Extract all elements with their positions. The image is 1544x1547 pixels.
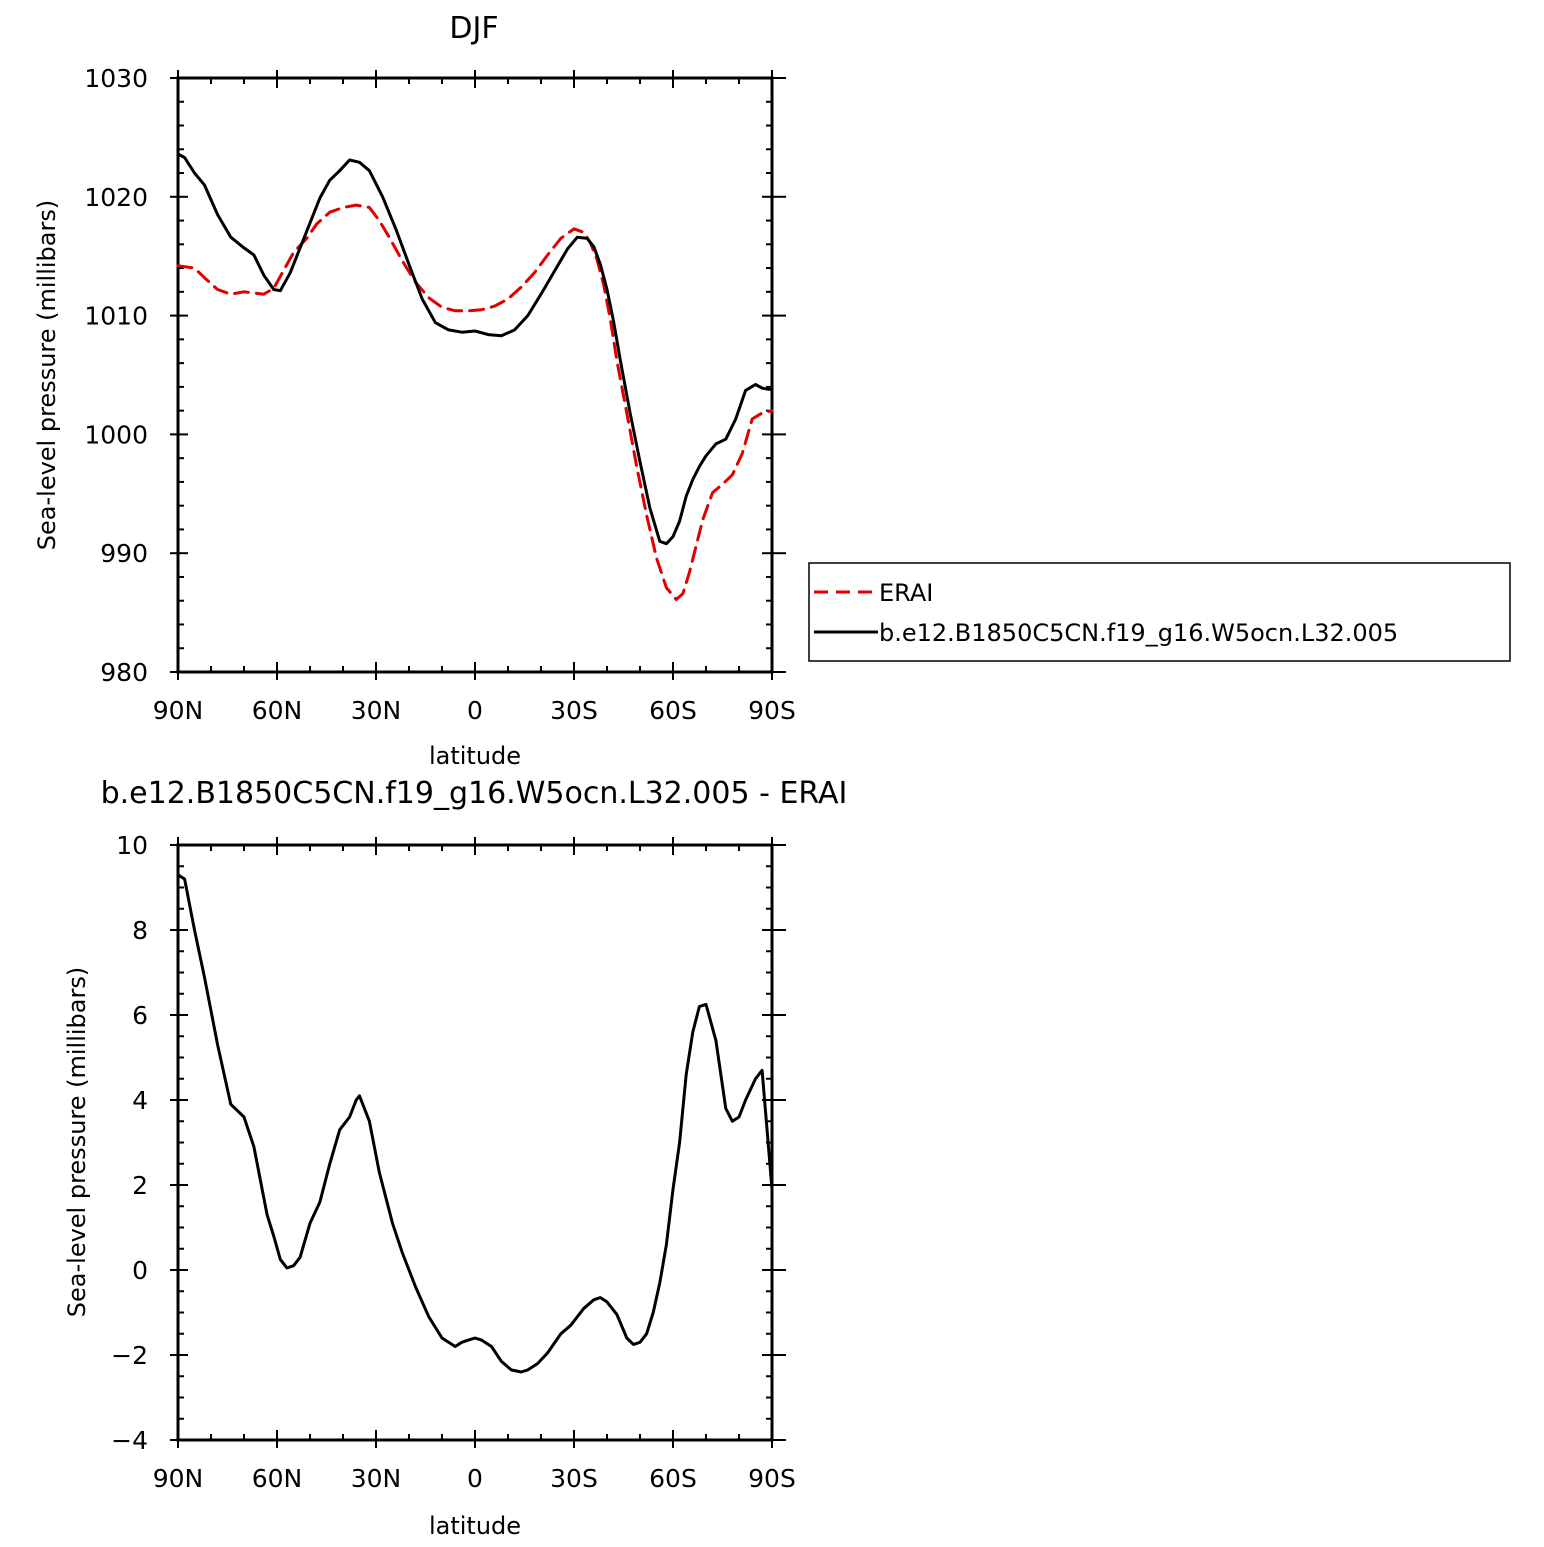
- bottom-series-lines: [176, 873, 774, 1374]
- legend-box: [808, 562, 1511, 662]
- bottom-panel: b.e12.B1850C5CN.f19_g16.W5ocn.L32.005 - …: [63, 776, 847, 1540]
- bottom-plot-frame: [176, 843, 774, 1442]
- top-x-tick-labels: 90N 60N 30N 0 30S 60S 90S: [153, 696, 796, 725]
- x-tick-label: 60N: [252, 696, 303, 725]
- top-y-tick-labels: 1030 1020 1010 1000 990 980: [84, 64, 148, 687]
- y-tick-label: 1020: [84, 183, 148, 212]
- top-y-axis-title: Sea-level pressure (millibars): [33, 200, 61, 550]
- y-tick-label: 8: [132, 916, 148, 945]
- bottom-ticks: [170, 837, 786, 1448]
- top-ticks: [170, 70, 786, 680]
- bottom-chart-title: b.e12.B1850C5CN.f19_g16.W5ocn.L32.005 - …: [101, 776, 848, 811]
- top-series-lines: [176, 152, 774, 601]
- y-tick-label: 10: [116, 831, 148, 860]
- legend-label-model: b.e12.B1850C5CN.f19_g16.W5ocn.L32.005: [879, 619, 1398, 647]
- x-tick-label: 30S: [550, 696, 598, 725]
- y-tick-label: 1010: [84, 302, 148, 331]
- x-tick-label: 60N: [252, 1464, 303, 1493]
- x-tick-label: 0: [467, 1464, 483, 1493]
- x-tick-label: 60S: [649, 1464, 697, 1493]
- y-tick-label: −2: [111, 1341, 148, 1370]
- bottom-y-axis-title: Sea-level pressure (millibars): [63, 967, 91, 1317]
- x-tick-label: 30N: [351, 1464, 402, 1493]
- legend-label-erai: ERAI: [879, 579, 933, 607]
- x-tick-label: 60S: [649, 696, 697, 725]
- y-tick-label: 4: [132, 1086, 148, 1115]
- top-x-axis-title: latitude: [429, 742, 521, 770]
- x-tick-label: 90S: [748, 1464, 796, 1493]
- y-tick-label: −4: [111, 1426, 148, 1455]
- y-tick-label: 1030: [84, 64, 148, 93]
- y-tick-label: 990: [100, 539, 148, 568]
- x-tick-label: 90N: [153, 696, 204, 725]
- x-tick-label: 90S: [748, 696, 796, 725]
- legend: ERAI b.e12.B1850C5CN.f19_g16.W5ocn.L32.0…: [808, 562, 1511, 662]
- y-tick-label: 2: [132, 1171, 148, 1200]
- y-tick-label: 980: [100, 658, 148, 687]
- top-plot-frame: [176, 76, 774, 674]
- top-chart-title: DJF: [449, 11, 498, 46]
- bottom-x-axis-title: latitude: [429, 1512, 521, 1540]
- y-tick-label: 6: [132, 1001, 148, 1030]
- x-tick-label: 90N: [153, 1464, 204, 1493]
- x-tick-label: 30S: [550, 1464, 598, 1493]
- top-panel: DJF 90N 60N 30N 0 30S 60S 90S 1030 1020 1010 1000…: [33, 11, 1511, 770]
- bottom-x-tick-labels: 90N 60N 30N 0 30S 60S 90S: [153, 1464, 796, 1493]
- x-tick-label: 0: [467, 696, 483, 725]
- x-tick-label: 30N: [351, 696, 402, 725]
- difference-line: [176, 873, 774, 1374]
- bottom-y-tick-labels: 10 8 6 4 2 0 −2 −4: [111, 831, 148, 1455]
- series-line-erai: [176, 203, 774, 601]
- y-tick-label: 1000: [84, 420, 148, 449]
- y-tick-label: 0: [132, 1256, 148, 1285]
- series-line-model: [176, 152, 774, 546]
